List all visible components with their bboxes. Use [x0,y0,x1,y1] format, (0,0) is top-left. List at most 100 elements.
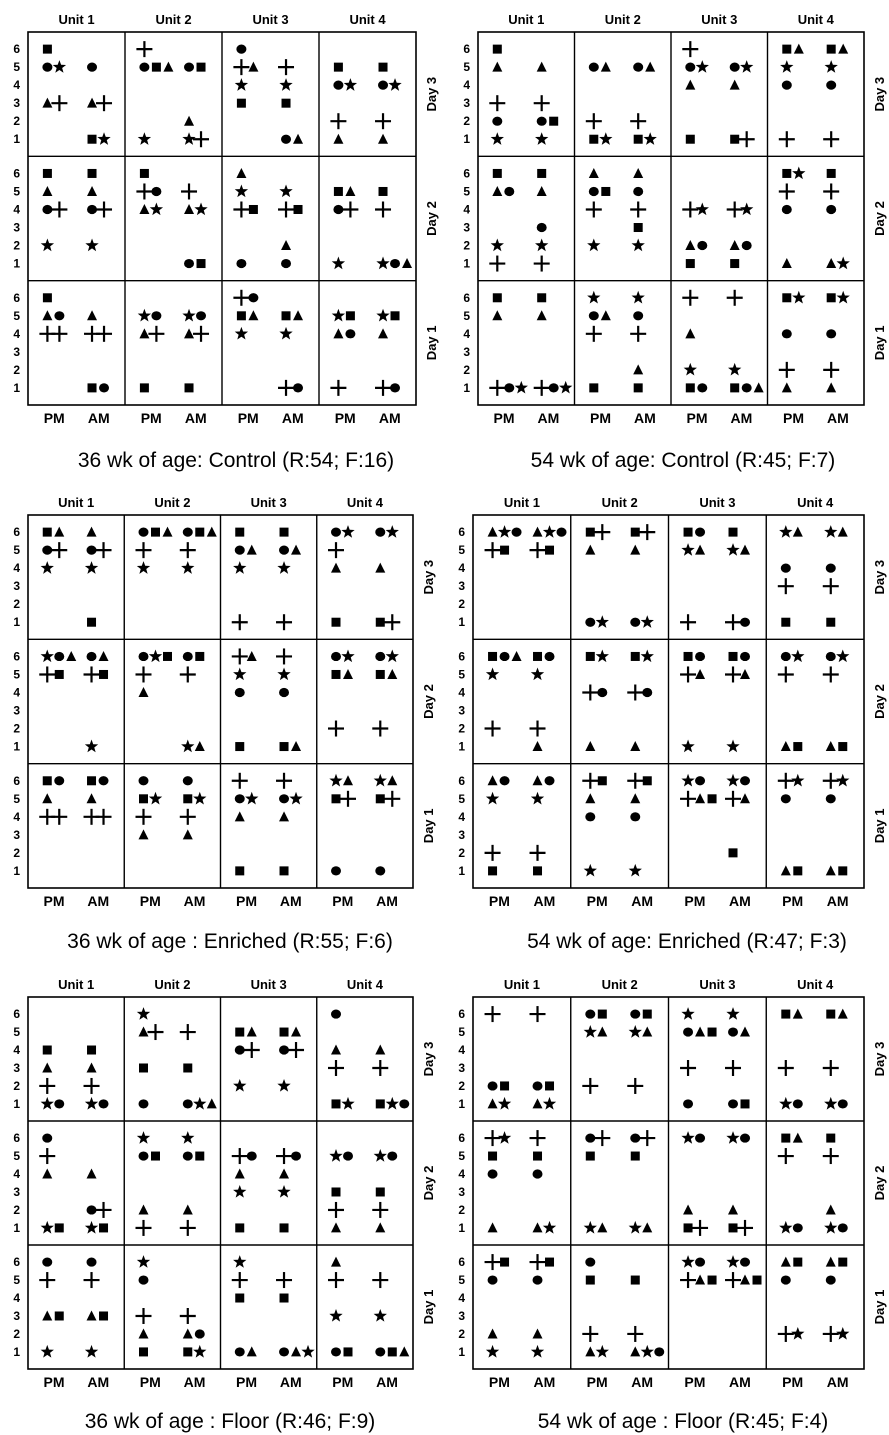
time-label: AM [376,1374,398,1390]
mark-star [681,543,695,556]
mark-circle [825,1275,836,1285]
mark-circle [511,527,522,537]
y-tick-label: 5 [13,792,20,806]
mark-circle [585,1133,596,1143]
y-tick-label: 2 [458,846,465,860]
y-tick-label: 3 [458,1061,465,1075]
mark-square [683,651,693,661]
mark-cross [328,1201,344,1218]
time-label: PM [43,1374,64,1390]
mark-triangle [780,1256,791,1267]
y-tick-label: 1 [13,1097,20,1111]
time-label: AM [87,1374,109,1390]
mark-cross [39,666,56,683]
mark-circle [695,1257,706,1267]
mark-cross [489,255,506,272]
mark-circle [333,80,344,90]
mark-star [792,166,806,180]
mark-cross [639,1130,656,1147]
mark-circle [86,1257,97,1267]
mark-cross [276,614,293,631]
mark-triangle [532,775,543,786]
mark-circle [826,204,837,215]
mark-triangle [246,1346,257,1357]
mark-circle [99,383,110,393]
mark-star [628,863,642,877]
mark-star [376,308,390,322]
mark-triangle [532,1222,543,1233]
mark-circle [504,186,515,197]
time-label: PM [494,410,515,426]
mark-triangle [740,544,751,555]
mark-triangle [291,1346,302,1357]
mark-star [40,649,54,663]
mark-cross [135,542,152,559]
mark-triangle [87,185,98,196]
time-label: AM [282,410,304,426]
mark-cross [375,113,392,130]
mark-star [681,1007,695,1020]
mark-cross [231,648,248,665]
mark-star [792,290,806,304]
mark-square [248,204,258,214]
mark-star [726,1255,740,1268]
y-tick-label: 6 [458,649,465,663]
mark-cross [777,666,794,683]
mark-circle [504,383,515,393]
unit-label: Unit 3 [701,12,737,27]
y-tick-label: 1 [13,1345,20,1359]
mark-triangle [378,328,389,339]
mark-star [194,202,208,216]
mark-triangle [740,1026,751,1037]
unit-label: Unit 3 [251,977,287,992]
mark-triangle [536,185,547,196]
mark-triangle [826,258,837,269]
mark-star [181,1131,195,1144]
mark-cross [582,772,599,789]
mark-cross [330,113,347,130]
mark-square [235,866,245,876]
mark-circle [54,311,65,321]
mark-star [559,380,573,394]
mark-cross [231,1148,248,1165]
y-tick-label: 1 [13,381,20,395]
unit-label: Unit 2 [605,12,641,27]
mark-star [182,132,196,145]
mark-triangle [98,650,109,661]
mark-square [151,527,160,537]
mark-triangle [182,829,193,840]
mark-circle [42,1133,53,1143]
mark-circle [234,545,245,555]
mark-star [726,1131,740,1144]
time-label: PM [44,410,65,426]
mark-cross [529,542,546,559]
time-label: AM [185,410,207,426]
mark-circle [182,1099,193,1109]
y-tick-label: 5 [13,184,20,198]
mark-cross [639,524,656,541]
mark-circle [279,545,290,555]
mark-circle [281,258,292,269]
y-tick-label: 3 [13,96,20,110]
mark-cross [181,183,198,200]
mark-circle [236,44,247,54]
mark-circle [588,186,599,197]
time-label: PM [489,893,510,909]
day-label: Day 3 [424,77,439,112]
mark-star [373,773,387,787]
mark-star [233,1184,247,1198]
mark-circle [740,776,751,786]
mark-cross [372,1201,389,1218]
mark-cross [328,1272,344,1289]
mark-cross [384,614,401,631]
mark-cross [777,772,794,789]
mark-star [535,238,549,252]
mark-square [151,1151,160,1161]
mark-star [535,132,549,145]
mark-circle [536,116,547,126]
y-tick-label: 5 [13,543,20,557]
y-tick-label: 2 [13,1203,20,1217]
mark-circle [585,1009,596,1019]
mark-circle [151,186,162,197]
mark-triangle [532,1328,543,1339]
